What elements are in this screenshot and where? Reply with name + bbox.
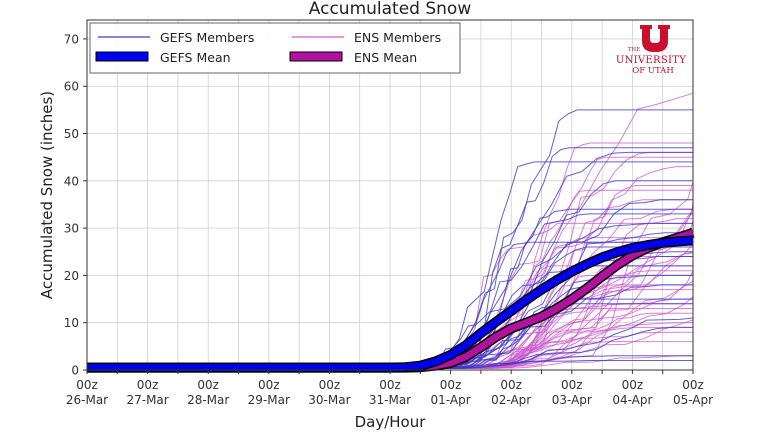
x-tick-label-date: 26-Mar: [66, 393, 108, 407]
block-u-icon: [640, 25, 670, 52]
x-tick-label-date: 04-Apr: [612, 393, 652, 407]
y-tick-label: 30: [64, 222, 79, 236]
logo-university: UNIVERSITY: [616, 55, 686, 66]
x-tick-label-hour: 00z: [622, 378, 644, 392]
y-tick-label: 0: [71, 364, 79, 378]
x-tick-label-hour: 00z: [319, 378, 341, 392]
x-tick-label-date: 31-Mar: [369, 393, 411, 407]
logo-of-utah: OF UTAH: [632, 66, 674, 76]
x-tick-label-hour: 00z: [440, 378, 462, 392]
x-tick-label-hour: 00z: [197, 378, 219, 392]
member-line: [87, 355, 693, 369]
legend: GEFS Members ENS Members GEFS Mean ENS M…: [89, 22, 461, 74]
x-tick-label-hour: 00z: [76, 378, 98, 392]
x-axis-ticks: 00z26-Mar00z27-Mar00z28-Mar00z29-Mar00z3…: [66, 370, 713, 407]
x-tick-label-hour: 00z: [500, 378, 522, 392]
x-tick-label-date: 29-Mar: [248, 393, 290, 407]
y-axis-ticks: 0 10 20 30 40 50 60 70: [64, 32, 87, 378]
member-line: [87, 208, 693, 369]
x-tick-label-hour: 00z: [258, 378, 280, 392]
y-tick-label: 70: [64, 32, 79, 46]
y-axis-label: Accumulated Snow (inches): [38, 91, 56, 299]
y-tick-label: 50: [64, 127, 79, 141]
x-tick-label-hour: 00z: [682, 378, 704, 392]
x-tick-label-hour: 00z: [561, 378, 583, 392]
y-tick-label: 60: [64, 80, 79, 94]
gefs-mean-line: [87, 236, 694, 372]
member-line: [87, 274, 693, 369]
university-of-utah-logo: THE UNIVERSITY OF UTAH: [616, 25, 686, 76]
x-tick-label-date: 28-Mar: [187, 393, 229, 407]
x-tick-label-hour: 00z: [379, 378, 401, 392]
member-line: [87, 147, 693, 369]
legend-ens-mean-label: ENS Mean: [354, 50, 417, 65]
x-tick-label-date: 27-Mar: [126, 393, 168, 407]
y-tick-label: 40: [64, 174, 79, 188]
y-tick-label: 10: [64, 316, 79, 330]
legend-ens-mean-swatch: [289, 51, 343, 62]
x-axis-label: Day/Hour: [355, 413, 427, 431]
x-tick-label-date: 03-Apr: [552, 393, 592, 407]
chart-title: Accumulated Snow: [309, 0, 472, 19]
x-tick-label-date: 01-Apr: [431, 393, 471, 407]
x-tick-label-date: 05-Apr: [673, 393, 713, 407]
member-line: [87, 317, 694, 369]
logo-the: THE: [628, 47, 640, 53]
x-tick-label-hour: 00z: [137, 378, 159, 392]
legend-gefs-mean-swatch: [95, 51, 149, 62]
y-tick-label: 20: [64, 269, 79, 283]
member-line: [87, 298, 693, 369]
ensemble-mean-lines: [87, 228, 695, 373]
legend-gefs-members-label: GEFS Members: [160, 30, 254, 45]
x-tick-label-date: 02-Apr: [491, 393, 531, 407]
legend-ens-members-label: ENS Members: [354, 30, 441, 45]
legend-box: [89, 22, 461, 74]
x-tick-label-date: 30-Mar: [308, 393, 350, 407]
legend-gefs-mean-label: GEFS Mean: [160, 50, 231, 65]
member-line: [87, 185, 693, 369]
member-line: [87, 289, 693, 369]
